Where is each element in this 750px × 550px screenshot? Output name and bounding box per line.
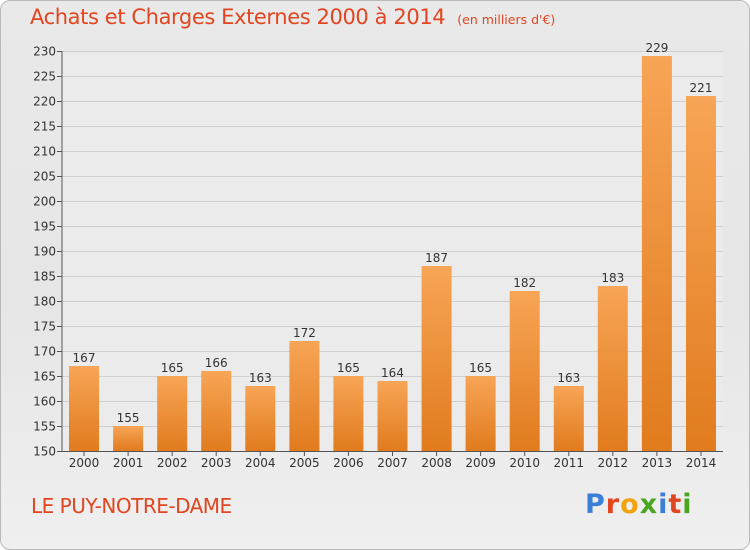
- y-tick-label: 175: [33, 320, 56, 334]
- bar: [333, 376, 364, 451]
- bar: [553, 386, 584, 451]
- y-tick-label: 220: [33, 95, 56, 109]
- y-tick-label: 150: [33, 445, 56, 459]
- bar: [157, 376, 188, 451]
- bar-value-label: 165: [161, 361, 184, 375]
- y-tick-label: 210: [33, 145, 56, 159]
- x-tick-label: 2007: [377, 456, 408, 470]
- x-tick-label: 2004: [245, 456, 276, 470]
- x-tick-label: 2014: [686, 456, 717, 470]
- x-tick-label: 2010: [509, 456, 540, 470]
- y-axis-ticks: 150 155 160 165 170 175 180 185 190 195 200 205 210 2…: [33, 45, 62, 459]
- bar-value-label: 172: [293, 326, 316, 340]
- logo-letter: x: [639, 489, 659, 520]
- x-tick-label: 2011: [554, 456, 585, 470]
- bar-value-label: 167: [73, 351, 96, 365]
- x-tick-label: 2009: [465, 456, 496, 470]
- y-tick-label: 190: [33, 245, 56, 259]
- bar-value-label: 229: [645, 41, 668, 55]
- bar-value-label: 166: [205, 356, 228, 370]
- x-tick-label: 2008: [421, 456, 452, 470]
- x-tick-label: 2005: [289, 456, 320, 470]
- bar-value-label: 163: [557, 371, 580, 385]
- bar: [113, 426, 144, 451]
- logo-letter: P: [585, 489, 606, 520]
- y-tick-label: 215: [33, 120, 56, 134]
- bar-value-label: 165: [469, 361, 492, 375]
- y-tick-label: 160: [33, 395, 56, 409]
- y-tick-label: 155: [33, 420, 56, 434]
- y-tick-label: 185: [33, 270, 56, 284]
- x-tick-label: 2003: [201, 456, 232, 470]
- y-tick-label: 200: [33, 195, 56, 209]
- logo-letter: i: [658, 489, 669, 520]
- logo-letter: t: [668, 489, 683, 520]
- logo-letter: r: [605, 489, 621, 520]
- bars: 167 155 165 166 163 172 165 164 187 165 182 163 183 2…: [69, 41, 716, 451]
- y-tick-label: 195: [33, 220, 56, 234]
- bar-value-label: 221: [690, 81, 713, 95]
- y-tick-label: 230: [33, 45, 56, 59]
- x-tick-label: 2006: [333, 456, 364, 470]
- chart-unit: (en milliers d'€): [457, 12, 556, 27]
- bar: [289, 341, 320, 451]
- y-tick-label: 225: [33, 70, 56, 84]
- y-tick-label: 205: [33, 170, 56, 184]
- y-tick-label: 180: [33, 295, 56, 309]
- municipality-name: LE PUY-NOTRE-DAME: [31, 494, 232, 518]
- bar-value-label: 187: [425, 251, 448, 265]
- x-tick-label: 2012: [598, 456, 629, 470]
- logo-letter: o: [620, 489, 640, 520]
- proxiti-logo: Proxiti: [585, 489, 693, 520]
- x-tick-label: 2000: [69, 456, 100, 470]
- chart-title: Achats et Charges Externes 2000 à 2014: [30, 5, 446, 29]
- x-tick-label: 2013: [642, 456, 673, 470]
- bar: [686, 96, 716, 451]
- bar: [421, 266, 452, 451]
- x-axis-ticks: 2000 2001 2002 2003 2004 2005 2006 2007 2008 2009…: [69, 451, 717, 470]
- bar: [69, 366, 99, 451]
- bar-value-label: 163: [249, 371, 272, 385]
- y-tick-label: 170: [33, 345, 56, 359]
- x-tick-label: 2002: [157, 456, 188, 470]
- bar-value-label: 155: [117, 411, 140, 425]
- bar: [465, 376, 496, 451]
- bar-value-label: 164: [381, 366, 404, 380]
- logo-letter: i: [682, 489, 693, 520]
- bar: [377, 381, 408, 451]
- bar-value-label: 183: [601, 271, 624, 285]
- bar-value-label: 165: [337, 361, 360, 375]
- bar: [509, 291, 540, 451]
- bar: [641, 56, 672, 451]
- bar: [597, 286, 628, 451]
- bar-value-label: 182: [513, 276, 536, 290]
- bar: [201, 371, 232, 451]
- bar: [245, 386, 276, 451]
- chart-title-row: Achats et Charges Externes 2000 à 2014 (e…: [30, 5, 555, 29]
- x-tick-label: 2001: [113, 456, 144, 470]
- y-tick-label: 165: [33, 370, 56, 384]
